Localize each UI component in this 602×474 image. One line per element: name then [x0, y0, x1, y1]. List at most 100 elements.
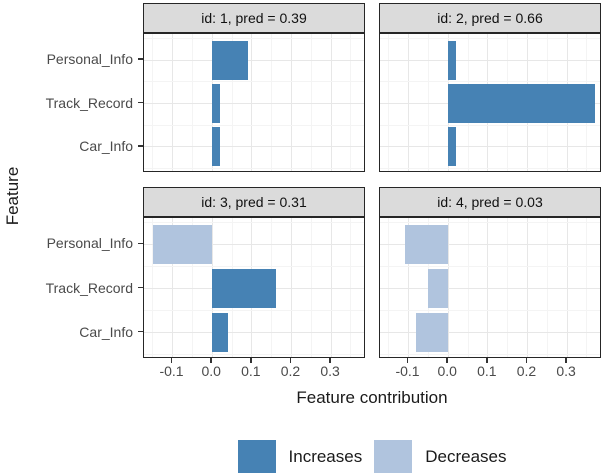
gridline-major — [487, 218, 489, 357]
legend-label: Decreases — [425, 446, 507, 466]
y-tick-mark — [137, 330, 143, 333]
gridline-minor — [231, 34, 233, 171]
contribution-bar — [428, 268, 449, 309]
facet-strip: id: 3, pred = 0.31 — [143, 187, 365, 217]
gridline-minor — [380, 265, 600, 267]
y-axis-title: Feature — [3, 166, 22, 226]
gridline-minor — [427, 34, 429, 171]
gridline-major — [172, 218, 174, 357]
y-tick-label: Track_Record — [45, 279, 133, 296]
x-tick-label: 0.3 — [556, 363, 576, 379]
facet-panel — [143, 217, 365, 358]
x-tick-label: 0.1 — [477, 363, 497, 379]
y-tick-label: Track_Record — [45, 94, 133, 111]
y-tick-label: Car_Info — [79, 137, 133, 154]
gridline-minor — [144, 37, 364, 39]
y-tick-mark — [137, 242, 143, 245]
facet-strip-label: id: 3, pred = 0.31 — [201, 194, 307, 210]
gridline-minor — [152, 218, 154, 357]
gridline-major — [526, 218, 528, 357]
facet-strip: id: 4, pred = 0.03 — [379, 187, 601, 217]
y-tick-mark — [137, 145, 143, 147]
gridline-major — [144, 59, 364, 61]
x-tick-label: 0.1 — [241, 363, 261, 379]
gridline-minor — [152, 34, 154, 171]
x-tick-mark — [525, 358, 528, 363]
facet-panel — [379, 217, 601, 358]
x-tick-mark — [289, 358, 292, 363]
y-tick-mark — [137, 286, 143, 289]
legend-swatch — [374, 440, 413, 473]
gridline-major — [380, 243, 600, 245]
contribution-bar — [448, 127, 457, 167]
gridline-minor — [467, 218, 469, 357]
gridline-major — [380, 288, 600, 289]
facet-panel — [379, 33, 601, 172]
gridline-major — [144, 243, 364, 245]
contribution-bar — [212, 127, 221, 167]
gridline-minor — [546, 218, 548, 357]
x-tick-label: -0.1 — [159, 363, 184, 379]
gridline-major — [290, 218, 292, 357]
x-tick-label: -0.1 — [395, 363, 420, 379]
gridline-minor — [380, 81, 600, 83]
gridline-minor — [586, 218, 588, 357]
legend-label: Increases — [288, 446, 363, 466]
gridline-minor — [507, 218, 509, 357]
gridline-major — [330, 34, 332, 171]
gridline-minor — [380, 310, 600, 312]
x-tick-label: 0.2 — [280, 363, 301, 379]
gridline-major — [380, 59, 600, 61]
gridline-minor — [310, 218, 312, 357]
y-tick-label: Personal_Info — [46, 51, 133, 68]
gridline-minor — [271, 34, 273, 171]
gridline-minor — [380, 37, 600, 39]
gridline-minor — [144, 81, 364, 83]
gridline-minor — [144, 168, 364, 170]
gridline-major — [144, 146, 364, 148]
gridline-minor — [310, 34, 312, 171]
gridline-minor — [144, 310, 364, 312]
contribution-bar — [448, 83, 595, 124]
gridline-minor — [380, 168, 600, 170]
contribution-bar — [404, 224, 449, 265]
gridline-major — [447, 218, 449, 357]
x-tick-mark — [329, 358, 331, 363]
x-tick-label: 0.0 — [201, 363, 221, 379]
x-tick-label: 0.0 — [437, 363, 457, 379]
gridline-minor — [350, 218, 352, 357]
contribution-bar — [212, 312, 229, 353]
gridline-major — [144, 103, 364, 104]
gridline-minor — [380, 354, 600, 356]
x-tick-label: 0.3 — [320, 363, 340, 379]
gridline-minor — [144, 221, 364, 223]
gridline-major — [408, 218, 410, 357]
y-tick-label: Personal_Info — [46, 235, 133, 252]
facet-panel — [143, 33, 365, 172]
legend: Increases Decreases — [143, 440, 601, 473]
contribution-bar — [448, 40, 457, 80]
contribution-bar — [152, 224, 213, 265]
gridline-minor — [191, 34, 193, 171]
x-tick-mark — [565, 358, 567, 363]
x-tick-mark — [486, 358, 488, 363]
gridline-major — [380, 332, 600, 334]
gridline-major — [566, 218, 568, 357]
y-tick-label: Car_Info — [79, 323, 133, 340]
facet-strip-label: id: 4, pred = 0.03 — [437, 194, 543, 210]
gridline-minor — [144, 124, 364, 126]
gridline-minor — [144, 354, 364, 356]
gridline-minor — [350, 34, 352, 171]
gridline-major — [380, 146, 600, 148]
facet-strip: id: 2, pred = 0.66 — [379, 3, 601, 33]
x-tick-mark — [446, 358, 448, 363]
gridline-major — [251, 34, 253, 171]
x-tick-label: 0.2 — [516, 363, 537, 379]
facet-strip-label: id: 1, pred = 0.39 — [201, 10, 307, 26]
gridline-minor — [380, 221, 600, 223]
x-tick-mark — [250, 358, 252, 363]
gridline-minor — [191, 218, 193, 357]
legend-swatch — [237, 440, 276, 473]
gridline-major — [330, 218, 332, 357]
